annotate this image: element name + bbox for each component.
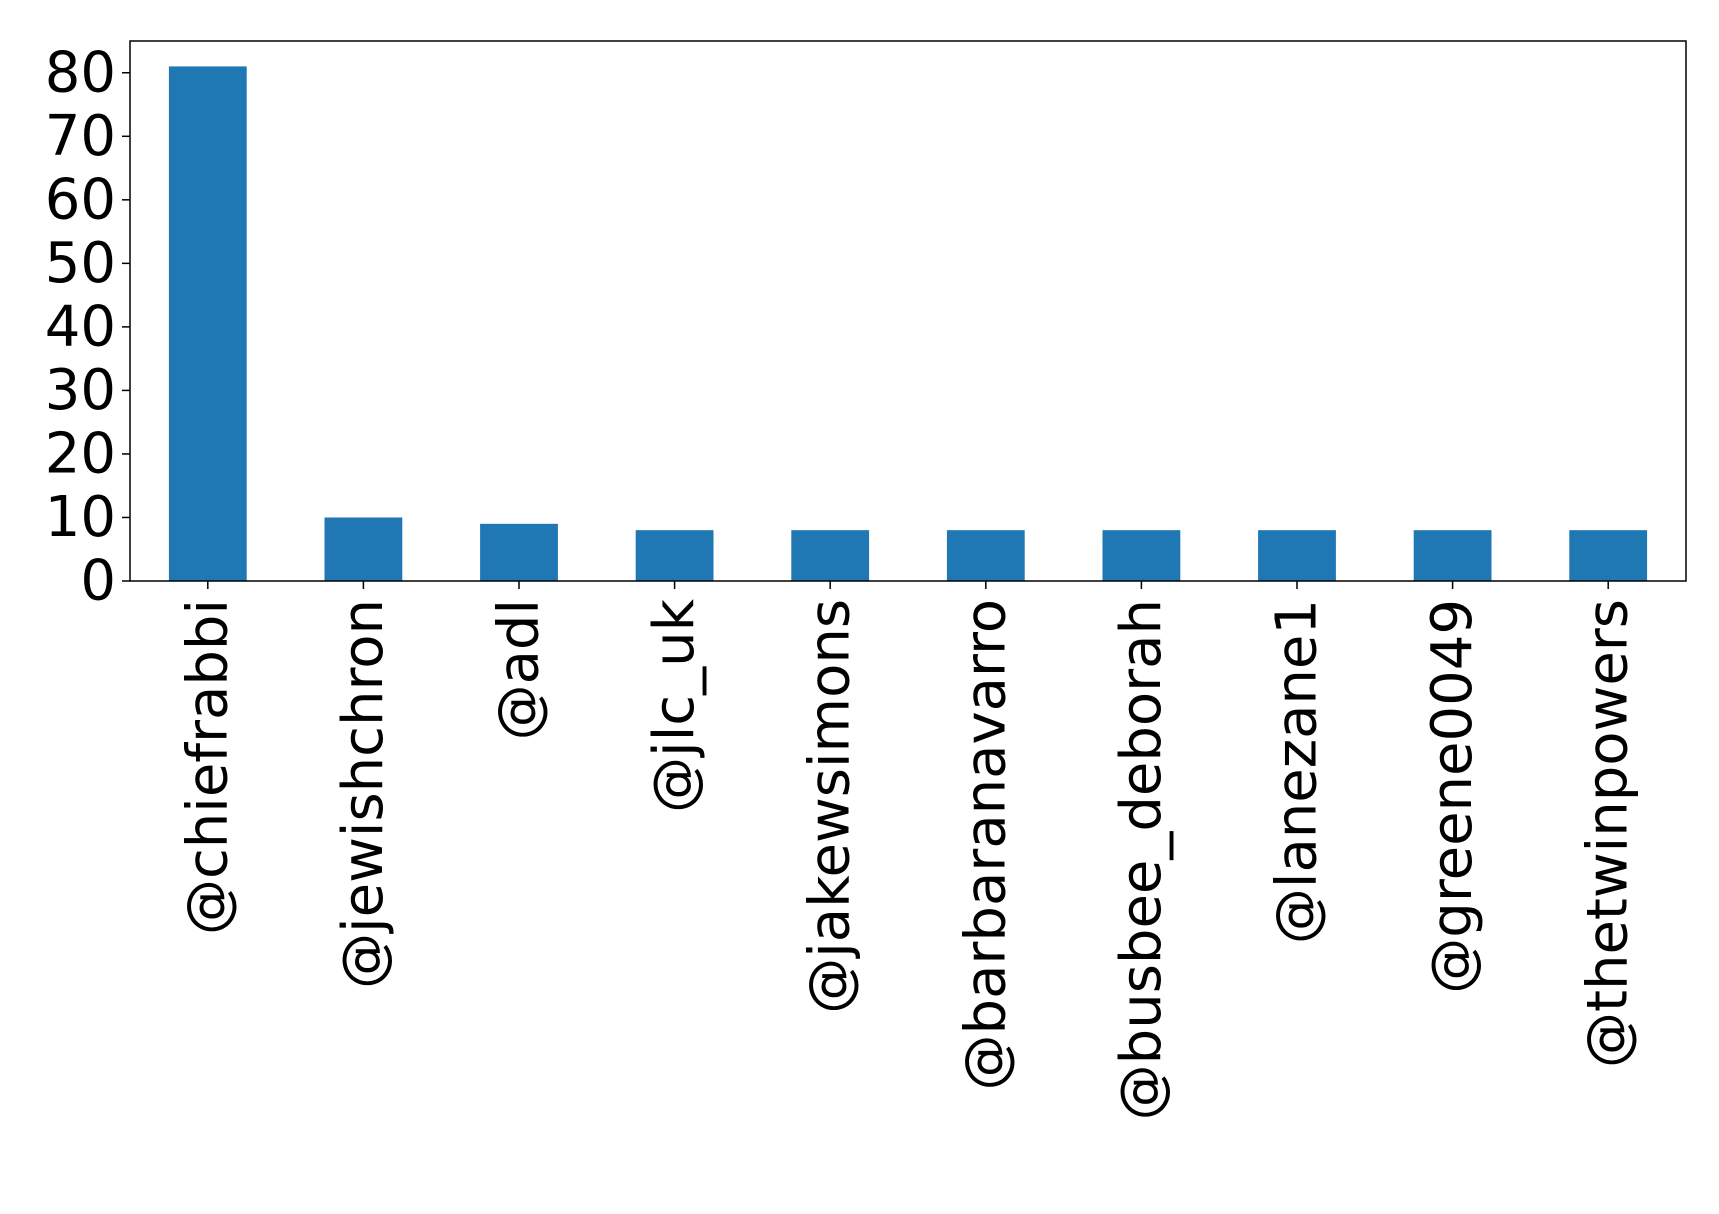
x-axis: @chiefrabbi @jewishchron @adl @jlc_uk @jakew… xyxy=(175,581,1641,1120)
y-tick-label: 50 xyxy=(45,231,116,296)
x-tick-label: @chiefrabbi xyxy=(175,599,240,935)
x-tick-label: @jakewsimons xyxy=(798,599,863,1014)
x-tick-label: @thetwinpowers xyxy=(1576,599,1641,1068)
x-tick-label: @barbaranavarro xyxy=(953,599,1018,1090)
x-tick-label: @greene0049 xyxy=(1420,599,1485,994)
bar-adl xyxy=(480,523,558,581)
y-tick-label: 30 xyxy=(45,358,116,423)
bar-jlc-uk xyxy=(635,530,714,581)
y-tick-label: 70 xyxy=(45,104,116,169)
y-tick-label: 80 xyxy=(45,40,116,105)
bar-jewishchron xyxy=(324,517,403,581)
y-tick-label: 10 xyxy=(45,485,116,550)
y-tick-label: 40 xyxy=(45,294,116,359)
bar-thetwinpowers xyxy=(1569,530,1648,581)
bars-layer xyxy=(168,66,1648,582)
y-tick-label: 0 xyxy=(80,549,116,614)
x-tick-label: @lanezane1 xyxy=(1265,599,1330,944)
x-tick-label: @jewishchron xyxy=(331,599,396,989)
bar-lanezane1 xyxy=(1258,530,1336,581)
y-tick-label: 60 xyxy=(45,167,116,232)
bar-chiefrabbi xyxy=(168,66,247,582)
x-tick-label: @adl xyxy=(487,599,552,740)
x-tick-label: @jlc_uk xyxy=(642,598,707,812)
y-tick-label: 20 xyxy=(45,421,116,486)
bar-jakewsimons xyxy=(791,530,870,581)
bar-busbee-deborah xyxy=(1102,530,1181,581)
x-tick-label: @busbee_deborah xyxy=(1109,599,1174,1120)
bar-barbaranavarro xyxy=(946,530,1025,581)
plot-frame xyxy=(129,40,1687,582)
bar-greene0049 xyxy=(1413,530,1492,581)
